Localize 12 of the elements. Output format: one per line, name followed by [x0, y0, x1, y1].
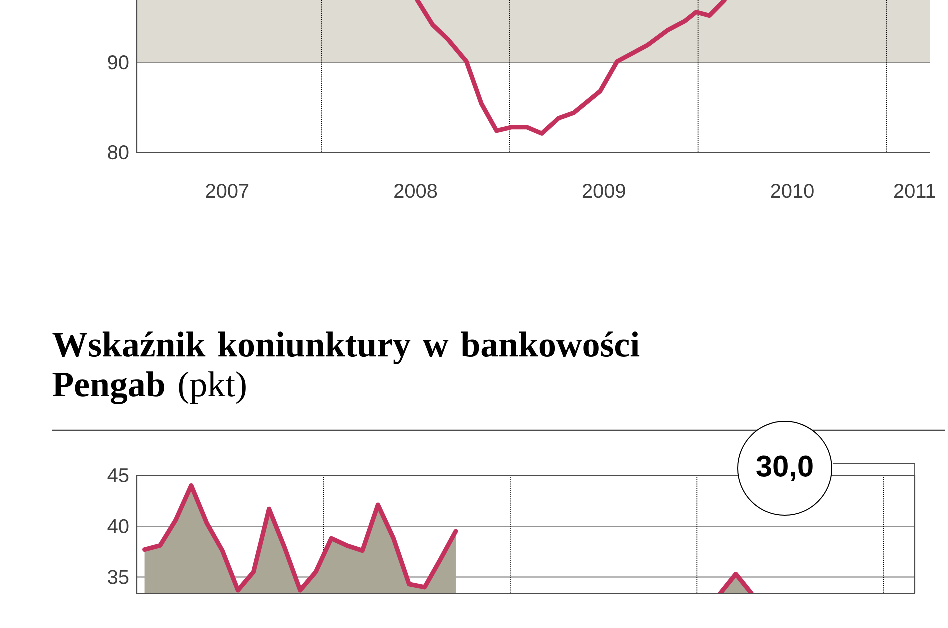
y-tick-label: 90	[108, 55, 129, 70]
x-tick-label: 2008	[394, 184, 438, 198]
x-tick-label: 2011	[894, 184, 936, 198]
annotation: 30,0	[756, 456, 813, 482]
y-tick-label: 80	[108, 145, 129, 160]
x-tick-label: 2009	[582, 184, 626, 198]
x-tick-label: 2007	[206, 184, 249, 198]
chart-title: Wskaźnik koniunktury w bankowości Pengab (pkt)	[52, 332, 640, 404]
x-tick-label: 2010	[771, 184, 814, 198]
y-tick-label: 45	[108, 468, 129, 482]
y-tick-label: 40	[108, 519, 129, 534]
y-tick-label: 35	[108, 570, 129, 584]
